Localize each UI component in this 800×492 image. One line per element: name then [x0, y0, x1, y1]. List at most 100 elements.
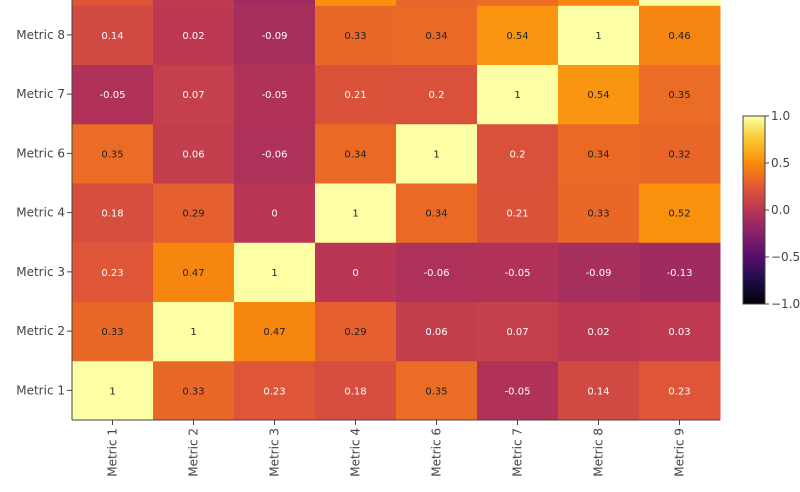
- cell-value-label: 0.29: [344, 327, 366, 338]
- heatmap-cells: [72, 0, 721, 421]
- cell-value-label: 0.14: [587, 386, 609, 397]
- cell-value-label: 0.2: [429, 90, 445, 101]
- x-tick-label: Metric 4: [349, 428, 363, 477]
- cell-value-label: 0.23: [101, 268, 123, 279]
- heatmap-cell-5-8: [639, 123, 721, 184]
- heatmap-cell-5-4: [315, 123, 397, 184]
- cell-value-label: 0.07: [506, 327, 528, 338]
- cell-value-label: 0.47: [263, 327, 285, 338]
- cell-value-label: 0.18: [344, 386, 366, 397]
- cell-value-label: 0.06: [425, 327, 447, 338]
- cell-value-label: 0.21: [506, 209, 528, 220]
- cell-value-label: 0.35: [425, 386, 447, 397]
- heatmap-cell-1-5: [396, 360, 478, 421]
- y-tick-label: Metric 6: [16, 146, 65, 160]
- cell-value-label: 1: [433, 149, 439, 160]
- heatmap-cell-7-4: [315, 5, 397, 65]
- heatmap-cell-2-7: [558, 301, 640, 362]
- heatmap-cell-6-2: [153, 64, 235, 125]
- cell-value-label: 1: [352, 209, 358, 220]
- cell-value-label: 0.02: [182, 31, 204, 42]
- cell-value-label: -0.09: [586, 268, 612, 279]
- heatmap-cell-3-1: [72, 242, 154, 302]
- heatmap-cell-7-8: [639, 5, 721, 65]
- cell-value-label: 0.06: [182, 149, 204, 160]
- cell-value-label: 0.02: [587, 327, 609, 338]
- y-tick-label: Metric 1: [16, 383, 65, 397]
- cell-value-label: 0.52: [668, 209, 690, 220]
- heatmap-cell-2-6: [477, 301, 559, 362]
- heatmap-cell-6-8: [639, 64, 721, 125]
- heatmap-cell-6-6: [477, 64, 559, 125]
- cell-value-label: 0.46: [668, 31, 690, 42]
- colorbar-tick-label: 1.0: [771, 109, 790, 123]
- heatmap-cell-2-5: [396, 301, 478, 362]
- cell-value-label: -0.05: [505, 386, 531, 397]
- x-tick-label: Metric 1: [106, 428, 120, 477]
- heatmap-cell-8-7: [558, 0, 640, 6]
- heatmap-cell-6-5: [396, 64, 478, 125]
- cell-value-label: 0.07: [182, 90, 204, 101]
- x-tick-label: Metric 6: [430, 428, 444, 477]
- cell-value-label: -0.05: [505, 268, 531, 279]
- cell-value-label: -0.09: [262, 31, 288, 42]
- heatmap-cell-2-4: [315, 301, 397, 362]
- heatmap-cell-6-4: [315, 64, 397, 125]
- heatmap-cell-3-3: [234, 242, 316, 302]
- cell-value-label: 0.33: [101, 327, 123, 338]
- heatmap-cell-5-3: [234, 123, 316, 184]
- heatmap-cell-5-2: [153, 123, 235, 184]
- y-tick-label: Metric 4: [16, 206, 65, 220]
- colorbar-gradient: [742, 115, 766, 305]
- cell-value-label: 0.32: [668, 149, 690, 160]
- heatmap-cell-4-4: [315, 183, 397, 243]
- heatmap-cell-4-1: [72, 183, 154, 243]
- heatmap-cell-4-2: [153, 183, 235, 243]
- heatmap-cell-7-5: [396, 5, 478, 65]
- heatmap-cell-6-1: [72, 64, 154, 125]
- heatmap-cell-labels: 1 0.33 0.23 0.18 0.35 -0.05 0.14 0.23 0.33 1 0.47 0…: [100, 31, 693, 398]
- cell-value-label: -0.05: [100, 90, 126, 101]
- heatmap-cell-8-2: [153, 0, 235, 6]
- heatmap-cell-2-2: [153, 301, 235, 362]
- cell-value-label: 1: [595, 31, 601, 42]
- heatmap-cell-8-4: [315, 0, 397, 6]
- colorbar-tick-label: −0.5: [771, 250, 800, 264]
- cell-value-label: 0.33: [344, 31, 366, 42]
- cell-value-label: 0.54: [506, 31, 528, 42]
- heatmap-cell-3-8: [639, 242, 721, 302]
- heatmap-cell-1-4: [315, 360, 397, 421]
- heatmap-cell-2-3: [234, 301, 316, 362]
- cell-value-label: 0.14: [101, 31, 123, 42]
- cell-value-label: -0.05: [262, 90, 288, 101]
- heatmap-cell-1-6: [477, 360, 559, 421]
- x-tick-label: Metric 3: [268, 428, 282, 477]
- y-axis: Metric 1 Metric 2 Metric 3 Metric 4 Metric 6…: [16, 0, 73, 420]
- cell-value-label: 0.21: [344, 90, 366, 101]
- cell-value-label: 0.35: [101, 149, 123, 160]
- heatmap-cell-7-7: [558, 5, 640, 65]
- heatmap-cell-7-1: [72, 5, 154, 65]
- heatmap-cell-2-8: [639, 301, 721, 362]
- x-tick-label: Metric 2: [187, 428, 201, 477]
- colorbar-tick-label: 0.5: [771, 156, 790, 170]
- heatmap-cell-7-2: [153, 5, 235, 65]
- heatmap-cell-3-4: [315, 242, 397, 302]
- y-tick-label: Metric 2: [16, 324, 65, 338]
- colorbar-tick-label: 0.0: [771, 203, 790, 217]
- cell-value-label: 1: [514, 90, 520, 101]
- heatmap-cell-1-1: [72, 360, 154, 421]
- heatmap-cell-4-7: [558, 183, 640, 243]
- heatmap-cell-3-7: [558, 242, 640, 302]
- cell-value-label: -0.13: [667, 268, 693, 279]
- cell-value-label: 0.34: [425, 209, 447, 220]
- x-tick-label: Metric 9: [673, 428, 687, 477]
- heatmap-cell-5-1: [72, 123, 154, 184]
- heatmap-cell-4-5: [396, 183, 478, 243]
- cell-value-label: 0.18: [101, 209, 123, 220]
- cell-value-label: 0: [352, 268, 358, 279]
- cell-value-label: 0.29: [182, 209, 204, 220]
- cell-value-label: 0.33: [182, 386, 204, 397]
- heatmap-cell-3-6: [477, 242, 559, 302]
